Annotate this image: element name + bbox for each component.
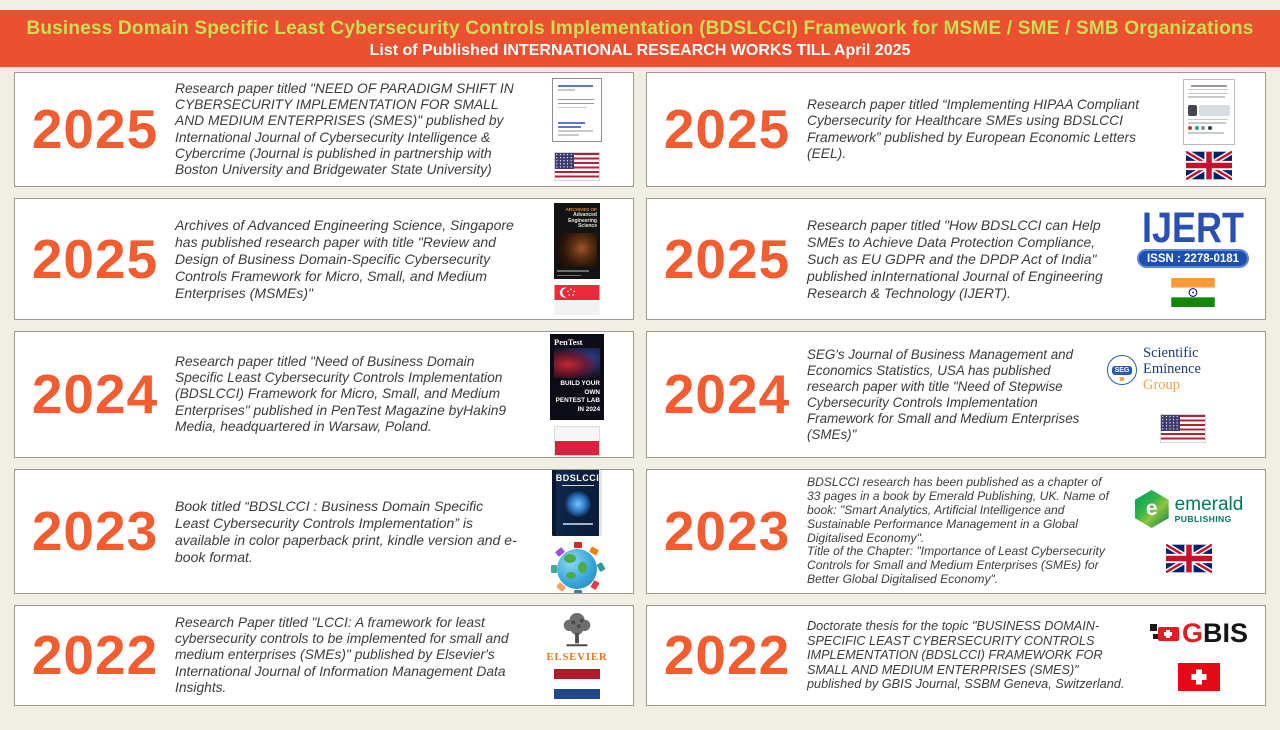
poland-flag-icon — [554, 425, 600, 456]
publication-description: Book titled “BDSLCCI : Business Domain S… — [175, 497, 517, 565]
year-label: 2022 — [31, 624, 159, 686]
publication-card-book: 2023 Book titled “BDSLCCI : Business Dom… — [14, 469, 634, 594]
year-label: 2022 — [663, 624, 791, 686]
year-label: 2023 — [31, 500, 159, 562]
publication-description: BDSLCCI research has been published as a… — [807, 474, 1109, 587]
netherlands-flag-icon — [554, 669, 600, 699]
card-media — [527, 78, 627, 181]
pentest-magazine-cover: PenTest BUILD YOUR OWN PENTEST LAB IN 20… — [550, 333, 604, 420]
usa-flag-icon — [1160, 413, 1206, 443]
card-media: ELSEVIER — [527, 612, 627, 699]
bdslcci-book-cover: BDSLCCI — [552, 470, 602, 536]
card-media: ARCHIVES OF Advanced Engineering Science — [527, 203, 627, 315]
poster-header: Business Domain Specific Least Cybersecu… — [0, 10, 1280, 67]
paper-thumbnail — [1183, 79, 1235, 145]
publication-card-ijcic: 2025 Research paper titled "NEED OF PARA… — [14, 72, 634, 187]
year-label: 2023 — [663, 500, 791, 562]
card-media: IJERT ISSN : 2278-0181 — [1127, 206, 1259, 308]
ijert-logo: IJERT ISSN : 2278-0181 — [1136, 206, 1250, 269]
publication-description: Research paper titled "Need of Business … — [175, 353, 507, 434]
publication-description: SEG's Journal of Business Management and… — [807, 346, 1080, 442]
gbis-logo: G BIS — [1149, 620, 1248, 647]
publications-grid: 2025 Research paper titled "NEED OF PARA… — [0, 67, 1280, 706]
publication-card-elsevier: 2022 Research Paper titled "LCCI: A fram… — [14, 605, 634, 706]
usa-flag-icon — [554, 152, 600, 181]
paper-thumbnail — [552, 78, 602, 142]
publication-description: Research Paper titled "LCCI: A framework… — [175, 614, 509, 695]
publication-card-eel: 2025 Research paper titled “Implementing… — [646, 72, 1266, 187]
seg-badge-icon: SEG — [1107, 355, 1137, 385]
publication-card-seg: 2024 SEG's Journal of Business Managemen… — [646, 331, 1266, 458]
card-media: G BIS — [1139, 620, 1259, 691]
year-label: 2024 — [31, 363, 159, 425]
publication-description: Research paper titled "How BDSLCCI can H… — [807, 216, 1103, 301]
year-label: 2024 — [663, 363, 791, 425]
poster-title: Business Domain Specific Least Cybersecu… — [26, 17, 1254, 39]
india-flag-icon — [1171, 278, 1215, 308]
publication-card-ijert: 2025 Research paper titled "How BDSLCCI … — [646, 198, 1266, 320]
uk-flag-icon — [1166, 544, 1212, 573]
publication-card-emerald: 2023 BDSLCCI research has been published… — [646, 469, 1266, 594]
elsevier-logo: ELSEVIER — [546, 612, 607, 663]
card-media: BDSLCCI — [527, 470, 627, 593]
issn-badge: ISSN : 2278-0181 — [1136, 249, 1250, 269]
publication-description: Research paper titled "NEED OF PARADIGM … — [175, 80, 514, 178]
card-media: SEG Scientific Eminence Group — [1107, 345, 1259, 443]
gbis-mark-icon — [1149, 622, 1180, 646]
scientific-eminence-group-logo: SEG Scientific Eminence Group — [1107, 345, 1259, 394]
switzerland-flag-icon — [1178, 663, 1220, 691]
publication-card-gbis: 2022 Doctorate thesis for the topic "BUS… — [646, 605, 1266, 706]
publication-description: Archives of Advanced Engineering Science… — [175, 216, 514, 301]
publication-description: Doctorate thesis for the topic "BUSINESS… — [807, 619, 1125, 692]
card-media — [1159, 79, 1259, 180]
elsevier-tree-icon — [563, 612, 591, 647]
poster-subtitle: List of Published INTERNATIONAL RESEARCH… — [369, 41, 911, 59]
aaes-journal-cover: ARCHIVES OF Advanced Engineering Science — [554, 203, 600, 279]
emerald-publishing-logo: e emerald PUBLISHING — [1134, 490, 1243, 528]
uk-flag-icon — [1186, 151, 1232, 180]
year-label: 2025 — [31, 227, 159, 290]
globe-flags-icon — [550, 541, 606, 593]
year-label: 2025 — [31, 98, 159, 160]
card-media: PenTest BUILD YOUR OWN PENTEST LAB IN 20… — [527, 333, 627, 456]
publication-card-pentest: 2024 Research paper titled "Need of Busi… — [14, 331, 634, 458]
card-media: e emerald PUBLISHING — [1119, 490, 1259, 573]
singapore-flag-icon — [554, 285, 600, 315]
year-label: 2025 — [663, 98, 791, 160]
year-label: 2025 — [663, 227, 791, 290]
publication-card-aaes: 2025 Archives of Advanced Engineering Sc… — [14, 198, 634, 320]
publication-description: Research paper titled “Implementing HIPA… — [807, 96, 1140, 161]
emerald-hexagon-icon: e — [1134, 490, 1169, 528]
